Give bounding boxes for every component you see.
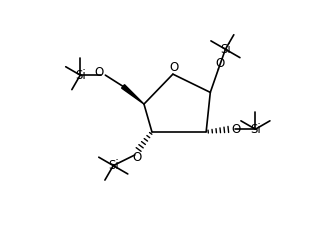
Text: O: O <box>169 61 178 74</box>
Text: Si: Si <box>75 69 85 82</box>
Text: O: O <box>232 123 241 136</box>
Polygon shape <box>121 85 144 104</box>
Text: O: O <box>133 151 142 164</box>
Text: O: O <box>94 66 104 79</box>
Text: Si: Si <box>108 159 119 172</box>
Text: Si: Si <box>250 123 261 136</box>
Text: Si: Si <box>220 43 231 56</box>
Text: O: O <box>215 57 224 70</box>
